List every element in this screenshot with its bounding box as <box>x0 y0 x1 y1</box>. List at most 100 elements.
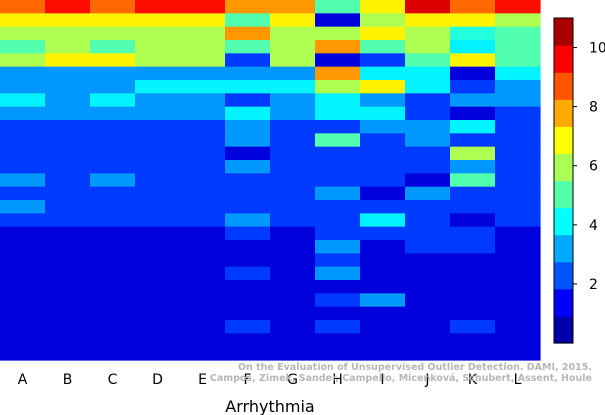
heatmap-cell <box>405 226 451 241</box>
heatmap-cell <box>0 266 46 281</box>
heatmap-cell <box>270 253 316 268</box>
heatmap-cell <box>270 53 316 68</box>
heatmap-cell <box>450 280 496 294</box>
heatmap-cell <box>450 133 496 148</box>
colorbar-band <box>554 234 573 263</box>
heatmap-cell <box>315 66 361 81</box>
heatmap-cell <box>360 93 406 108</box>
heatmap-cell <box>270 240 316 254</box>
heatmap-cell <box>405 40 451 54</box>
heatmap-cell <box>90 160 136 174</box>
heatmap-cell <box>0 26 46 41</box>
heatmap-cell <box>135 53 181 68</box>
heatmap-cell <box>45 186 91 201</box>
heatmap-cell <box>405 266 451 281</box>
heatmap-cell <box>180 93 226 108</box>
heatmap-cell <box>360 0 406 14</box>
heatmap-cell <box>450 66 496 81</box>
x-tick-label: I <box>380 372 384 388</box>
heatmap-cell <box>360 200 406 214</box>
colorbar <box>553 17 574 344</box>
heatmap-cell <box>495 66 541 81</box>
heatmap-cell <box>450 80 496 94</box>
heatmap-cell <box>495 146 541 161</box>
heatmap-cell <box>495 240 541 254</box>
heatmap-cell <box>360 40 406 54</box>
heatmap-cell <box>450 213 496 228</box>
heatmap-cell <box>0 293 46 308</box>
colorbar-band <box>554 288 573 317</box>
heatmap-cell <box>270 13 316 28</box>
heatmap-cell <box>495 186 541 201</box>
heatmap-cell <box>405 320 451 334</box>
heatmap-cell <box>90 120 136 134</box>
heatmap-cell <box>225 293 271 308</box>
heatmap-cell <box>0 120 46 134</box>
colorbar-band <box>554 99 573 127</box>
heatmap-cell <box>315 240 361 254</box>
heatmap-cell <box>270 226 316 241</box>
heatmap-cell <box>180 186 226 201</box>
heatmap-cell <box>450 346 496 361</box>
colorbar-tick-label: 10 <box>589 41 605 57</box>
heatmap-cell <box>270 266 316 281</box>
heatmap-cell <box>315 106 361 121</box>
heatmap-cell <box>450 320 496 334</box>
x-tick-label: B <box>63 372 73 388</box>
heatmap-cell <box>270 133 316 148</box>
heatmap-cell <box>225 213 271 228</box>
heatmap-cell <box>495 173 541 188</box>
heatmap-cell <box>90 40 136 54</box>
heatmap-cell <box>135 66 181 81</box>
heatmap-cell <box>180 320 226 334</box>
heatmap-cell <box>0 320 46 334</box>
heatmap-cell <box>90 53 136 68</box>
heatmap-cell <box>0 106 46 121</box>
colorbar-band <box>554 126 573 155</box>
heatmap-cell <box>315 93 361 108</box>
x-tick-label: C <box>108 372 118 388</box>
citation-line-1: On the Evaluation of Unsupervised Outlie… <box>237 362 592 373</box>
heatmap-cell <box>0 253 46 268</box>
heatmap-cell <box>225 160 271 174</box>
heatmap-cell <box>315 213 361 228</box>
heatmap-cell <box>360 13 406 28</box>
heatmap-cell <box>45 200 91 214</box>
heatmap-cell <box>315 53 361 68</box>
heatmap-cell <box>45 226 91 241</box>
heatmap-cell <box>495 160 541 174</box>
heatmap-cell <box>495 40 541 54</box>
heatmap-cell <box>135 173 181 188</box>
heatmap-cell <box>45 280 91 294</box>
heatmap-cell <box>225 346 271 361</box>
heatmap-cell <box>180 26 226 41</box>
heatmap-cell <box>225 66 271 81</box>
heatmap-cell <box>495 80 541 94</box>
heatmap-cell <box>180 120 226 134</box>
heatmap-cell <box>90 306 136 321</box>
heatmap-cell <box>270 66 316 81</box>
heatmap-cell <box>135 200 181 214</box>
heatmap-cell <box>315 306 361 321</box>
heatmap-cell <box>450 173 496 188</box>
heatmap-cell <box>45 240 91 254</box>
heatmap-cell <box>315 346 361 361</box>
x-tick-label: D <box>152 372 163 388</box>
heatmap-cell <box>0 333 46 348</box>
heatmap-cell <box>180 146 226 161</box>
heatmap-cell <box>270 333 316 348</box>
heatmap-cell <box>315 26 361 41</box>
heatmap-cell <box>225 80 271 94</box>
heatmap-cell <box>45 13 91 28</box>
heatmap-cell <box>90 80 136 94</box>
heatmap-cell <box>405 200 451 214</box>
heatmap-cell <box>45 173 91 188</box>
x-tick-label: L <box>514 372 522 388</box>
heatmap-cell <box>360 346 406 361</box>
heatmap-cell <box>45 0 91 14</box>
heatmap-cell <box>0 226 46 241</box>
heatmap-cell <box>225 40 271 54</box>
heatmap-cell <box>360 280 406 294</box>
x-tick-labels: A B C D E F G H I J K L <box>18 372 522 388</box>
heatmap-cell <box>45 160 91 174</box>
